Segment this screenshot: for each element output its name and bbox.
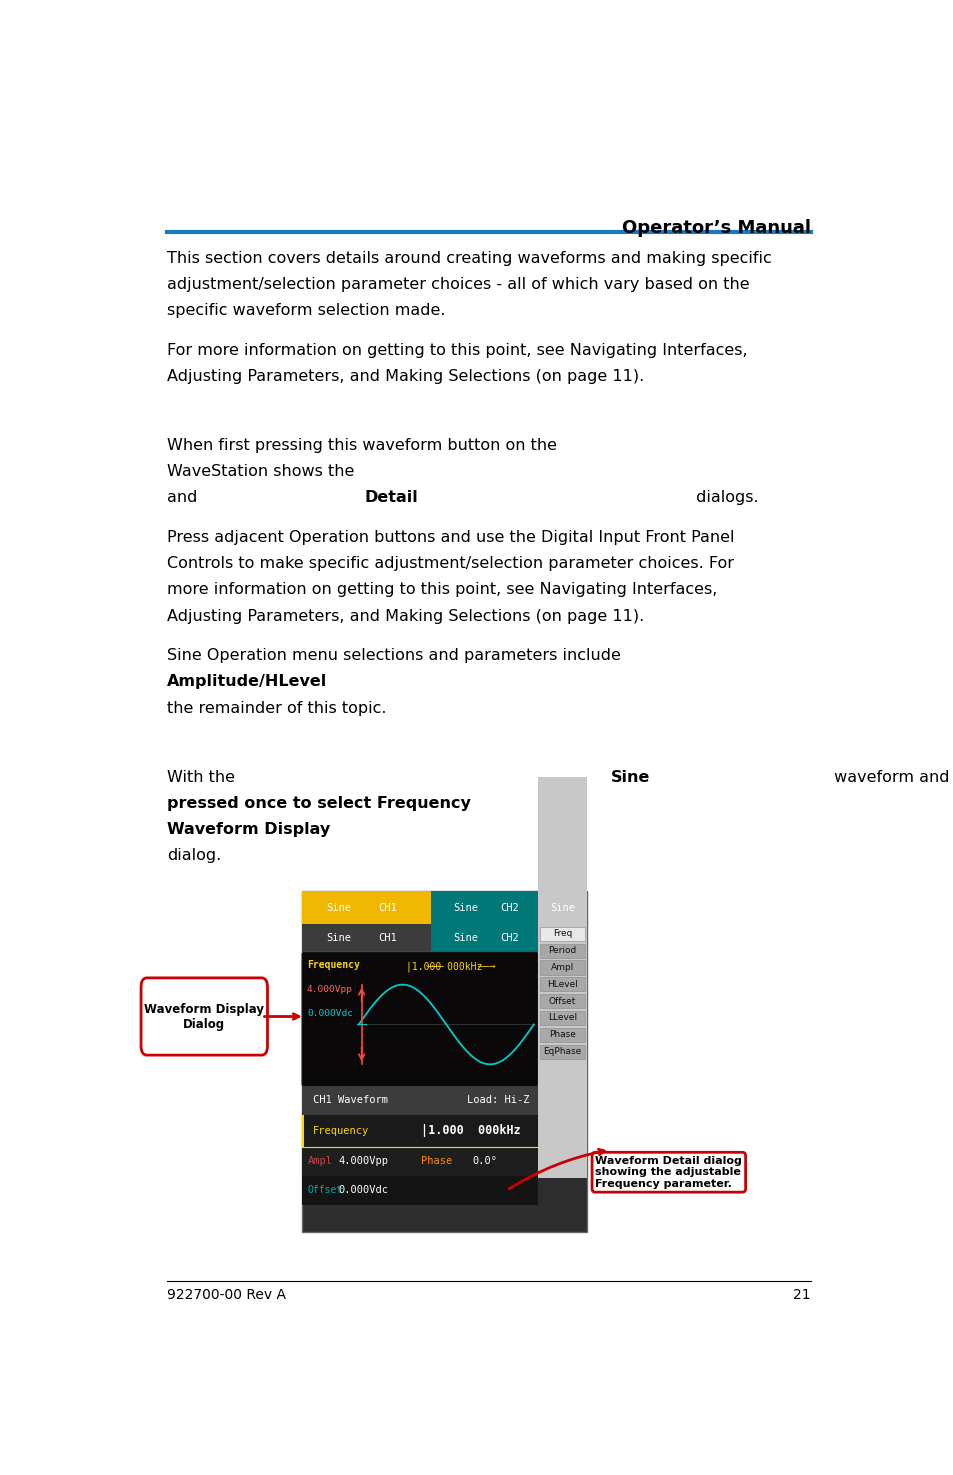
Text: Sine: Sine [326,903,351,913]
Text: Waveform Display: Waveform Display [167,822,330,838]
Text: Adjusting Parameters, and Making Selections (on page 11).: Adjusting Parameters, and Making Selecti… [167,369,644,384]
Text: 922700-00 Rev A: 922700-00 Rev A [167,1288,286,1302]
Text: dialogs.: dialogs. [690,491,758,506]
Text: 0.0°: 0.0° [472,1156,497,1167]
Text: ——→: ——→ [477,962,495,971]
Text: Amplitude/HLevel: Amplitude/HLevel [167,674,327,689]
Text: Offset: Offset [307,1186,342,1195]
Text: Frequency: Frequency [313,1125,369,1136]
Bar [537,923,586,953]
Text: CH1: CH1 [377,903,396,913]
Text: Press adjacent Operation buttons and use the Digital Input Front Panel: Press adjacent Operation buttons and use… [167,530,734,546]
Text: pressed once to select Frequency: pressed once to select Frequency [167,796,471,811]
Bar [301,891,431,923]
Bar [539,1044,584,1059]
Bar [301,891,586,1232]
FancyBboxPatch shape [141,978,267,1055]
Text: HLevel: HLevel [546,979,578,988]
Text: Load: Hi-Z: Load: Hi-Z [466,1094,529,1105]
Text: Frequency: Frequency [307,960,359,969]
Text: Phase: Phase [421,1156,452,1167]
Text: Sine: Sine [549,903,575,913]
Text: For more information on getting to this point, see Navigating Interfaces,: For more information on getting to this … [167,342,747,358]
Text: CH1: CH1 [377,934,396,943]
Bar [539,1028,584,1041]
Bar [539,978,584,991]
Bar [537,891,586,923]
Bar [301,1148,537,1176]
Bar [539,1010,584,1025]
Bar [539,944,584,957]
Text: Sine: Sine [326,934,351,943]
Bar [539,960,584,975]
Bar [537,777,586,1177]
Text: Controls to make specific adjustment/selection parameter choices. For: Controls to make specific adjustment/sel… [167,556,734,571]
Text: Operator’s Manual: Operator’s Manual [621,218,810,237]
Text: Sine Operation menu selections and parameters include: Sine Operation menu selections and param… [167,649,626,664]
Text: CH2: CH2 [499,903,518,913]
Text: ←——: ←—— [426,962,444,971]
Text: Detail: Detail [364,491,417,506]
Text: 21: 21 [792,1288,810,1302]
Text: Waveform Detail dialog
showing the adjustable
Frequency parameter.: Waveform Detail dialog showing the adjus… [595,1155,741,1189]
Text: and: and [167,491,203,506]
Text: |1.000 000kHz: |1.000 000kHz [406,962,482,972]
Text: Phase: Phase [548,1031,576,1040]
Bar [431,923,537,953]
Text: WaveStation shows the: WaveStation shows the [167,465,359,479]
Text: EqPhase: EqPhase [542,1047,580,1056]
Text: specific waveform selection made.: specific waveform selection made. [167,302,445,319]
Text: When first pressing this waveform button on the: When first pressing this waveform button… [167,438,562,453]
Text: Sine: Sine [453,903,477,913]
Bar [301,1115,537,1148]
Text: This section covers details around creating waveforms and making specific: This section covers details around creat… [167,251,771,266]
Text: the remainder of this topic.: the remainder of this topic. [167,701,386,715]
Text: Adjusting Parameters, and Making Selections (on page 11).: Adjusting Parameters, and Making Selecti… [167,609,644,624]
Bar [431,891,537,923]
Text: Sine: Sine [611,770,650,785]
Text: 0.000Vdc: 0.000Vdc [307,1009,353,1018]
Text: With the: With the [167,770,240,785]
Text: 4.000Vpp: 4.000Vpp [338,1156,389,1167]
Text: |1.000  000kHz: |1.000 000kHz [421,1124,520,1137]
Text: CH2: CH2 [499,934,518,943]
Text: Ampl: Ampl [550,963,574,972]
Text: waveform and the: waveform and the [828,770,953,785]
Text: 0.000Vdc: 0.000Vdc [338,1186,389,1195]
Text: CH1 Waveform: CH1 Waveform [313,1094,388,1105]
Text: more information on getting to this point, see Navigating Interfaces,: more information on getting to this poin… [167,583,717,597]
Bar [539,994,584,1009]
FancyBboxPatch shape [301,951,537,1087]
Text: Offset: Offset [548,997,576,1006]
Text: Sine: Sine [453,934,477,943]
Bar [301,1176,537,1205]
Text: adjustment/selection parameter choices - all of which vary based on the: adjustment/selection parameter choices -… [167,277,749,292]
Text: dialog.: dialog. [167,848,221,863]
Text: LLevel: LLevel [547,1013,577,1022]
Text: 4.000Vpp: 4.000Vpp [307,985,353,994]
Bar [539,926,584,941]
Bar [301,923,431,953]
Text: Waveform Display
Dialog: Waveform Display Dialog [144,1003,264,1031]
Text: Ampl: Ampl [307,1156,333,1167]
Bar [301,1086,537,1115]
Text: Period: Period [548,945,576,956]
Text: Freq: Freq [552,929,572,938]
Bar [301,1115,304,1148]
